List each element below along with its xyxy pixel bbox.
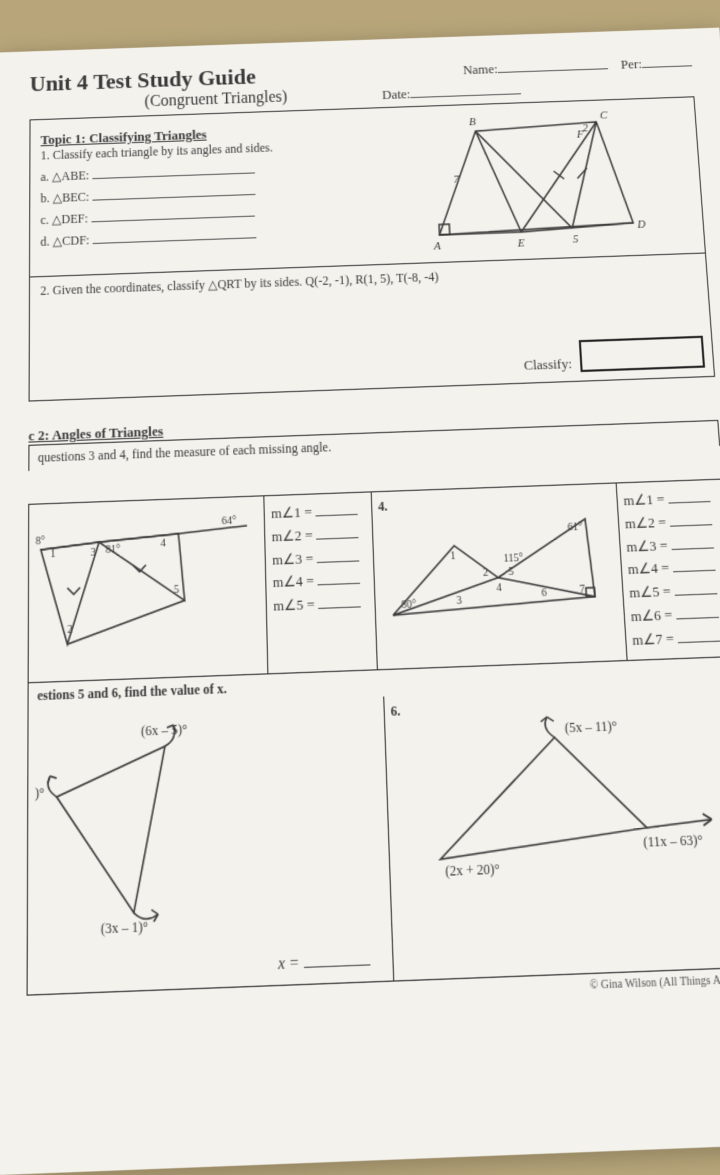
svg-text:1: 1 (450, 550, 456, 562)
q5-diagram: (6x – 5)° )° (3x – 1)° (34, 705, 321, 940)
svg-text:8°: 8° (35, 535, 45, 548)
svg-text:81°: 81° (105, 544, 120, 557)
svg-text:80°: 80° (401, 599, 416, 612)
q1c-blank[interactable] (91, 216, 254, 223)
q1a-blank[interactable] (92, 172, 255, 179)
classify-answer-box[interactable] (579, 336, 705, 372)
svg-text:3: 3 (456, 595, 462, 608)
name-field[interactable] (498, 68, 608, 73)
svg-text:5: 5 (174, 584, 180, 597)
svg-text:(11x – 63)°: (11x – 63)° (642, 831, 703, 850)
svg-text:4: 4 (160, 537, 165, 549)
q3-m3: m∠3 = (272, 549, 314, 567)
q4-m5-blank[interactable] (674, 593, 717, 596)
name-label: Name: (463, 61, 498, 77)
q5-cell: (6x – 5)° )° (3x – 1)° x = (28, 696, 394, 994)
q3-answers: m∠1 = m∠2 = m∠3 = m∠4 = m∠5 = (264, 492, 377, 672)
date-field[interactable] (411, 93, 522, 98)
svg-text:64°: 64° (221, 515, 236, 528)
svg-text:2: 2 (582, 122, 589, 134)
q3-diagram: 8° 1 3 81° 4 64° 5 2 (29, 496, 269, 681)
svg-text:4: 4 (496, 582, 502, 595)
q4-m4: m∠4 = (627, 560, 669, 578)
q4-m3-blank[interactable] (671, 547, 713, 550)
svg-text:6: 6 (541, 587, 547, 600)
svg-text:5: 5 (508, 566, 514, 579)
q4-m7-blank[interactable] (678, 640, 720, 643)
q4-m5: m∠5 = (629, 583, 671, 601)
svg-text:D: D (636, 218, 646, 231)
q1b-blank[interactable] (92, 194, 255, 201)
q4-m3: m∠3 = (626, 536, 668, 554)
q4-diagram: 4. 80° 1 2 3 4 5 6 7 115° (371, 484, 627, 669)
q1a: a. △ABE: (41, 168, 90, 184)
q3-m4: m∠4 = (273, 573, 315, 591)
q1d: d. △CDF: (40, 233, 89, 249)
per-field[interactable] (642, 65, 692, 68)
topic1-box: Topic 1: Classifying Triangles 1. Classi… (29, 96, 706, 277)
per-label: Per: (620, 56, 642, 72)
svg-text:7: 7 (453, 173, 460, 186)
svg-text:B: B (469, 116, 477, 128)
q6-cell: 6. (5x – 11)° (2x + 20)° (11x – 63)° x = (384, 683, 720, 980)
date-label: Date: (382, 86, 411, 102)
q4-m6: m∠6 = (630, 606, 673, 624)
svg-text:1: 1 (50, 548, 55, 560)
q4-m2-blank[interactable] (670, 524, 712, 527)
q4-m4-blank[interactable] (673, 570, 715, 573)
q4-m6-blank[interactable] (676, 617, 719, 620)
svg-text:2: 2 (67, 624, 72, 637)
q3-m2: m∠2 = (271, 526, 313, 544)
q5-xeq: x = (278, 954, 300, 973)
svg-text:C: C (599, 109, 608, 121)
svg-text:E: E (516, 237, 525, 250)
q3-m4-blank[interactable] (318, 583, 361, 586)
svg-text:(3x – 1)°: (3x – 1)° (101, 918, 149, 937)
q4-answers: m∠1 = m∠2 = m∠3 = m∠4 = m∠5 = m∠6 = m∠7 … (616, 480, 720, 660)
q1d-blank[interactable] (93, 237, 257, 244)
q1c: c. △DEF: (40, 211, 88, 227)
svg-text:7: 7 (579, 583, 585, 596)
q4-m7: m∠7 = (632, 630, 675, 649)
q4-m2: m∠2 = (624, 513, 666, 531)
svg-text:3: 3 (91, 547, 96, 559)
row-q5-q6: (6x – 5)° )° (3x – 1)° x = 6. (5x – 11)° (27, 683, 720, 995)
q3-m3-blank[interactable] (317, 560, 359, 563)
svg-text:(2x + 20)°: (2x + 20)° (444, 860, 499, 879)
q3-m1: m∠1 = (271, 503, 312, 521)
classify-label: Classify: (523, 355, 572, 374)
q3-m5: m∠5 = (273, 596, 315, 614)
svg-text:61°: 61° (567, 521, 582, 534)
svg-text:115°: 115° (503, 552, 523, 565)
svg-text:)°: )° (35, 784, 45, 801)
q6-diagram: (5x – 11)° (2x + 20)° (11x – 63)° (391, 708, 720, 896)
svg-text:(5x – 11)°: (5x – 11)° (564, 717, 617, 735)
worksheet-paper: Unit 4 Test Study Guide (Congruent Trian… (0, 28, 720, 1175)
q3-m2-blank[interactable] (316, 537, 358, 540)
svg-text:5: 5 (572, 233, 579, 246)
q4-m1-blank[interactable] (668, 501, 710, 504)
svg-text:2: 2 (482, 567, 488, 580)
q1b: b. △BEC: (40, 190, 89, 206)
q5-x-blank[interactable] (303, 964, 370, 968)
svg-text:(6x – 5)°: (6x – 5)° (141, 721, 188, 739)
q3-m5-blank[interactable] (318, 607, 361, 610)
q4-m1: m∠1 = (623, 491, 665, 509)
svg-text:A: A (432, 240, 441, 253)
row-q3-q4: 8° 1 3 81° 4 64° 5 2 m∠1 = m∠2 = m∠3 = m… (28, 479, 720, 683)
q3-m1-blank[interactable] (316, 514, 358, 517)
topic1-diagram: A B C D E F 7 2 5 (408, 97, 705, 263)
